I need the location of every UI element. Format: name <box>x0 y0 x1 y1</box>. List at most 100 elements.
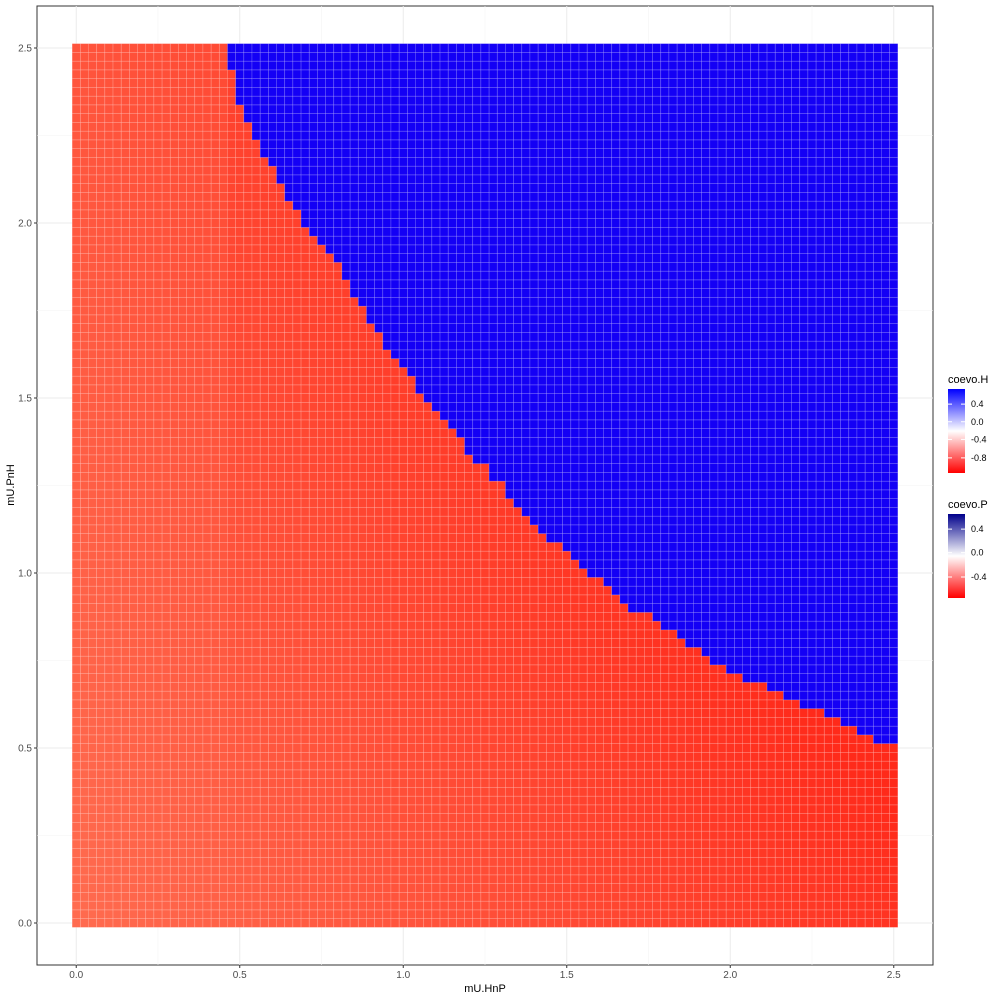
heatmap-tile <box>235 839 245 849</box>
heatmap-tile <box>194 655 204 666</box>
heatmap-tile <box>88 699 98 709</box>
heatmap-tile <box>88 752 98 762</box>
heatmap-tile <box>431 515 441 526</box>
heatmap-tile <box>300 612 310 622</box>
heatmap-tile <box>251 507 261 517</box>
heatmap-tile <box>194 209 204 219</box>
heatmap-tile <box>333 647 343 657</box>
heatmap-tile <box>96 305 106 316</box>
heatmap-tile <box>218 760 228 771</box>
heatmap-tile <box>308 437 318 447</box>
heatmap-tile <box>120 428 130 438</box>
heatmap-tile <box>259 288 269 298</box>
heatmap-tile <box>79 218 89 228</box>
heatmap-tile <box>374 769 384 779</box>
heatmap-tile <box>202 43 212 53</box>
heatmap-tile <box>259 682 269 692</box>
heatmap-tile <box>349 130 359 141</box>
heatmap-tile <box>169 734 179 744</box>
heatmap-tile <box>88 830 98 841</box>
heatmap-tile <box>398 778 408 788</box>
heatmap-tile <box>276 384 286 394</box>
heatmap-tile <box>382 393 392 403</box>
heatmap-tile <box>186 130 196 141</box>
heatmap-tile <box>390 725 400 736</box>
heatmap-tile <box>112 874 122 884</box>
heatmap-tile <box>145 498 155 508</box>
heatmap-tile <box>447 673 457 683</box>
heatmap-tile <box>169 892 179 902</box>
heatmap-tile <box>325 673 335 683</box>
heatmap-tile <box>292 218 302 228</box>
heatmap-tile <box>349 52 359 62</box>
heatmap-tile <box>374 323 384 333</box>
heatmap-tile <box>104 323 114 333</box>
heatmap-tile <box>178 769 187 779</box>
heatmap-tile <box>145 244 155 254</box>
heatmap-tile <box>390 568 400 578</box>
heatmap-tile <box>423 489 433 499</box>
heatmap-tile <box>71 218 81 228</box>
heatmap-tile <box>178 909 187 919</box>
heatmap-tile <box>390 594 400 604</box>
heatmap-tile <box>333 174 343 184</box>
heatmap-tile <box>456 673 465 683</box>
heatmap-tile <box>456 795 465 806</box>
heatmap-tile <box>456 577 465 587</box>
heatmap-tile <box>357 515 367 526</box>
heatmap-tile <box>382 690 392 701</box>
heatmap-tile <box>251 332 261 342</box>
heatmap-tile <box>202 244 212 254</box>
heatmap-tile <box>292 183 302 193</box>
heatmap-tile <box>374 148 384 158</box>
heatmap-tile <box>349 760 359 771</box>
heatmap-tile <box>423 375 433 386</box>
heatmap-tile <box>259 620 269 631</box>
heatmap-tile <box>268 498 277 508</box>
heatmap-tile <box>129 769 138 779</box>
heatmap-tile <box>96 87 106 97</box>
heatmap-tile <box>292 874 302 884</box>
heatmap-tile <box>202 358 212 368</box>
heatmap-tile <box>178 192 187 202</box>
heatmap-tile <box>169 498 179 508</box>
heatmap-tile <box>447 620 457 631</box>
heatmap-tile <box>366 332 375 342</box>
heatmap-tile <box>300 165 310 176</box>
heatmap-tile <box>374 507 384 517</box>
heatmap-tile <box>153 839 163 849</box>
heatmap-tile <box>145 200 155 211</box>
heatmap-tile <box>317 463 326 473</box>
heatmap-tile <box>317 218 326 228</box>
heatmap-tile <box>88 297 98 307</box>
heatmap-tile <box>202 874 212 884</box>
heatmap-tile <box>218 787 228 797</box>
heatmap-tile <box>71 52 81 62</box>
heatmap-tile <box>259 52 269 62</box>
heatmap-tile <box>104 857 114 867</box>
heatmap-tile <box>357 577 367 587</box>
heatmap-tile <box>79 130 89 141</box>
heatmap-tile <box>357 349 367 359</box>
heatmap-tile <box>194 822 204 832</box>
heatmap-tile <box>398 857 408 867</box>
heatmap-tile <box>202 533 212 543</box>
heatmap-tile <box>137 787 147 797</box>
heatmap-tile <box>276 437 286 447</box>
heatmap-tile <box>382 795 392 806</box>
heatmap-tile <box>366 139 375 149</box>
heatmap-tile <box>243 568 253 578</box>
heatmap-tile <box>137 305 147 316</box>
heatmap-tile <box>390 305 400 316</box>
heatmap-tile <box>415 507 425 517</box>
heatmap-tile <box>325 235 335 246</box>
heatmap-tile <box>120 323 130 333</box>
heatmap-tile <box>161 848 171 858</box>
heatmap-tile <box>120 209 130 219</box>
heatmap-tile <box>366 760 375 771</box>
heatmap-tile <box>259 830 269 841</box>
heatmap-tile <box>464 769 474 779</box>
heatmap-tile <box>186 288 196 298</box>
heatmap-tile <box>210 717 220 727</box>
heatmap-tile <box>382 892 392 902</box>
